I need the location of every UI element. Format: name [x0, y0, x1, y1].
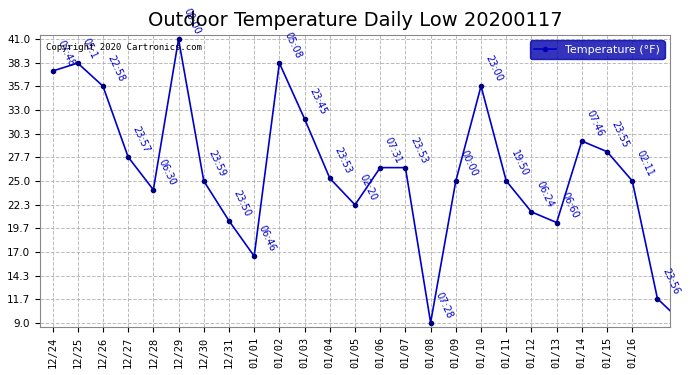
Text: 07:31: 07:31: [383, 135, 404, 165]
Text: 00:00: 00:00: [459, 149, 480, 178]
Text: 06:46: 06:46: [257, 224, 278, 254]
Text: 06:60: 06:60: [560, 190, 580, 220]
Text: 06:30: 06:30: [156, 158, 177, 187]
Title: Outdoor Temperature Daily Low 20200117: Outdoor Temperature Daily Low 20200117: [148, 11, 562, 30]
Text: 07:46: 07:46: [584, 109, 606, 138]
Text: 05:1: 05:1: [81, 36, 99, 60]
Text: 23:55: 23:55: [610, 119, 631, 149]
Text: 22:58: 22:58: [106, 54, 127, 83]
Text: 23:59: 23:59: [206, 148, 228, 178]
Text: 06:24: 06:24: [534, 180, 555, 209]
Text: 23:45: 23:45: [307, 87, 328, 116]
Text: 23:53: 23:53: [333, 146, 353, 176]
Text: 07:48: 07:48: [55, 39, 76, 68]
Text: 05:08: 05:08: [282, 31, 303, 60]
Text: 02:11: 02:11: [635, 148, 656, 178]
Text: 00:00: 00:00: [181, 7, 202, 36]
Text: 23:53: 23:53: [408, 135, 429, 165]
Text: 23:00: 23:00: [484, 54, 504, 83]
Text: 02:20: 02:20: [358, 172, 379, 202]
Text: 23:50: 23:50: [232, 188, 253, 218]
Text: 23:57: 23:57: [131, 124, 152, 154]
Text: 19:50: 19:50: [509, 148, 530, 178]
Text: 23:56: 23:56: [660, 266, 681, 296]
Text: Copyright 2020 Cartronics.com: Copyright 2020 Cartronics.com: [46, 44, 202, 52]
Text: 07:28: 07:28: [433, 290, 454, 320]
Legend: Temperature (°F): Temperature (°F): [530, 40, 664, 59]
